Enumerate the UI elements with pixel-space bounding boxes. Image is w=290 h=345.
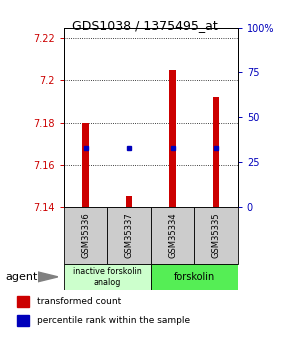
Bar: [17, 315, 29, 326]
Bar: [107, 207, 151, 264]
Bar: [151, 207, 194, 264]
Bar: [213, 97, 219, 207]
Text: GSM35334: GSM35334: [168, 213, 177, 258]
Text: GSM35337: GSM35337: [124, 213, 134, 258]
Text: transformed count: transformed count: [37, 297, 121, 306]
Bar: [17, 296, 29, 307]
Bar: [64, 264, 151, 290]
Bar: [151, 264, 238, 290]
Bar: [82, 122, 89, 207]
Bar: [169, 70, 176, 207]
Text: inactive forskolin
analog: inactive forskolin analog: [73, 267, 142, 287]
Text: percentile rank within the sample: percentile rank within the sample: [37, 316, 190, 325]
Text: GDS1038 / 1375495_at: GDS1038 / 1375495_at: [72, 19, 218, 32]
Bar: [194, 207, 238, 264]
Bar: [64, 207, 107, 264]
Text: GSM35336: GSM35336: [81, 213, 90, 258]
Text: forskolin: forskolin: [174, 272, 215, 282]
Text: agent: agent: [6, 272, 38, 282]
Text: GSM35335: GSM35335: [211, 213, 221, 258]
Polygon shape: [38, 272, 58, 282]
Bar: [126, 196, 132, 207]
